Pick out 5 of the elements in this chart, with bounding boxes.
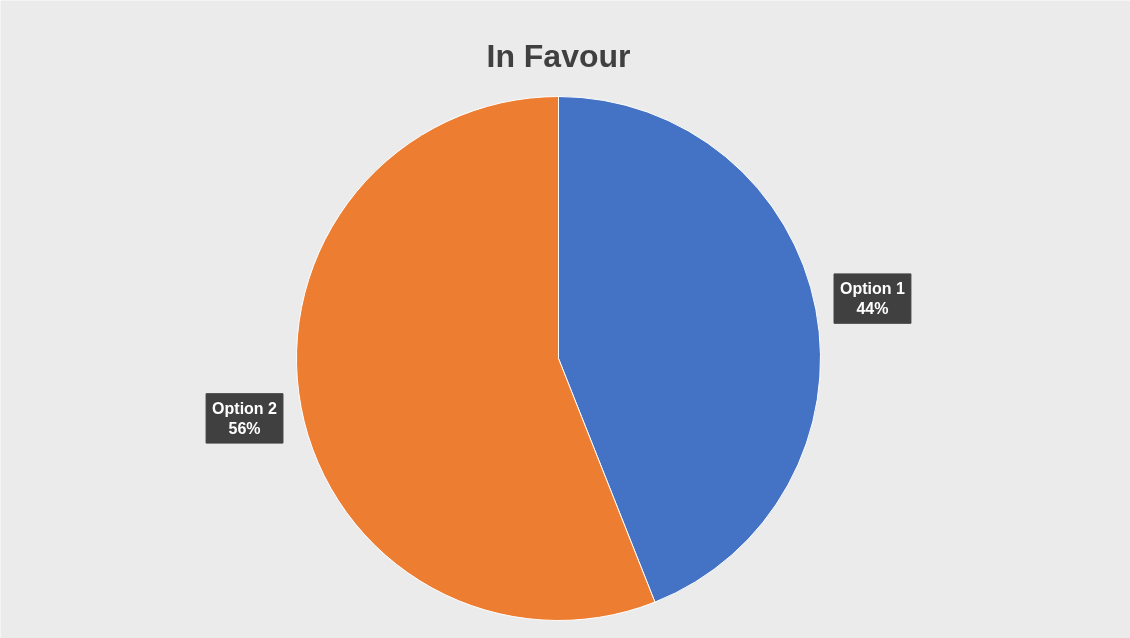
slice-label: Option 1 xyxy=(840,279,906,297)
chart-title: In Favour xyxy=(486,37,631,74)
slice-label: Option 2 xyxy=(212,399,278,417)
data-label: 44% xyxy=(856,300,889,318)
data-label: 56% xyxy=(228,420,261,438)
